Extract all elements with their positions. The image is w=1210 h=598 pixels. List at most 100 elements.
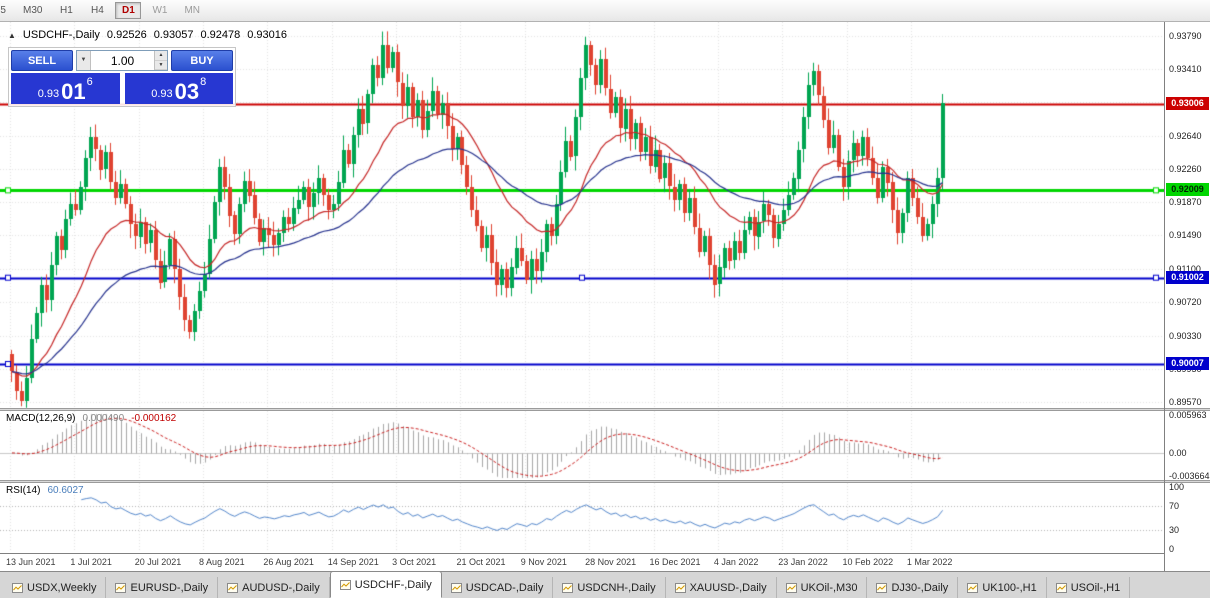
chart-tab-icon	[674, 582, 686, 593]
ask-major-digits: 0.93	[151, 88, 173, 100]
rsi-axis-label: 100	[1169, 482, 1185, 492]
time-axis-label: 28 Nov 2021	[585, 557, 637, 567]
chart-tabs-bar: USDX,Weekly EURUSD-,Daily AUDUSD-,Daily USD…	[0, 571, 1210, 598]
time-axis-label: 4 Jan 2022	[713, 557, 759, 567]
chart-tab-label: USDCAD-,Daily	[465, 581, 544, 594]
chart-tab-label: AUDUSD-,Daily	[242, 581, 320, 594]
volume-increase-button[interactable]: ▲	[155, 51, 167, 61]
bid-major-digits: 0.93	[37, 88, 60, 100]
chart-tab-eurusd-daily[interactable]: EURUSD-,Daily	[106, 577, 219, 598]
pane-divider-macd[interactable]	[0, 408, 1164, 411]
time-axis-label: 21 Oct 2021	[456, 557, 506, 567]
timeframe-button-mn[interactable]: MN	[178, 2, 206, 19]
time-axis-label: 8 Aug 2021	[199, 557, 245, 567]
price-axis-label: 0.93410	[1169, 63, 1202, 74]
price-chart-canvas[interactable]	[0, 22, 1164, 553]
chart-tab-icon	[785, 582, 797, 593]
chart-tab-icon	[967, 582, 979, 593]
time-axis-label: 9 Nov 2021	[520, 557, 567, 567]
price-level-badge: 0.93006	[1166, 96, 1209, 110]
volume-dropdown-icon[interactable]: ▼	[77, 51, 91, 70]
macd-axis-label: 0.005963	[1169, 410, 1207, 421]
chart-tab-icon	[1055, 582, 1067, 593]
price-axis-label: 0.93790	[1169, 30, 1202, 41]
chart-tab-icon	[115, 582, 127, 593]
ask-pip-digits: 03	[174, 79, 200, 104]
rsi-value: 60.6027	[47, 485, 84, 496]
chart-tab-uk100-h1[interactable]: UK100-,H1	[958, 577, 1047, 598]
time-axis-label: 16 Dec 2021	[649, 557, 701, 567]
bar-high-value: 0.93057	[153, 29, 194, 41]
chart-window: ▲ USDCHF-,Daily 0.92526 0.93057 0.92478 …	[0, 22, 1164, 571]
volume-decrease-button[interactable]: ▼	[155, 60, 167, 70]
price-axis-label: 0.91100	[1169, 264, 1201, 275]
chart-tab-label: EURUSD-,Daily	[130, 581, 209, 594]
chart-tab-usdcnh-daily[interactable]: USDCNH-,Daily	[553, 577, 666, 598]
pane-divider-rsi[interactable]	[0, 480, 1164, 483]
price-axis-label: 0.92640	[1169, 130, 1202, 141]
chart-tab-icon	[12, 582, 23, 593]
chart-tab-label: UK100-,H1	[982, 581, 1037, 594]
chart-tab-ukoil-m30[interactable]: UKOil-,M30	[777, 577, 868, 598]
rsi-axis-label: 0	[1169, 544, 1175, 554]
chart-tab-label: USDCHF-,Daily	[354, 578, 432, 591]
chart-symbol-period: USDCHF-,Daily	[22, 29, 100, 41]
price-axis-label: 0.89570	[1169, 396, 1202, 407]
time-axis-label: 10 Feb 2022	[842, 557, 894, 567]
chart-tab-label: XAUUSD-,Daily	[689, 581, 767, 594]
macd-axis-label: -0.003664	[1169, 470, 1210, 481]
bid-point-digit: 6	[86, 76, 93, 88]
timeframe-button-w1[interactable]: W1	[146, 2, 173, 19]
chart-tab-usdx-weekly[interactable]: USDX,Weekly	[3, 577, 107, 598]
time-axis-label: 14 Sep 2021	[327, 557, 379, 567]
chart-tab-icon	[562, 582, 574, 593]
pane-divider-extension	[1165, 480, 1210, 483]
chart-tab-label: USDX,Weekly	[27, 581, 97, 594]
bid-price[interactable]: 0.93 01 6	[11, 73, 120, 104]
time-axis-label: 23 Jan 2022	[778, 557, 828, 567]
sell-button[interactable]: SELL	[11, 50, 73, 71]
price-axis-label: 0.92260	[1169, 163, 1202, 174]
volume-field: ▼ ▲ ▼	[76, 50, 168, 71]
timeframe-button-d1[interactable]: D1	[115, 2, 142, 19]
price-level-badge: 0.92009	[1166, 183, 1209, 197]
chart-tab-label: DJ30-,Daily	[891, 581, 949, 594]
macd-main-value: 0.000490	[82, 413, 125, 424]
chart-tab-xauusd-daily[interactable]: XAUUSD-,Daily	[666, 577, 777, 598]
timeframe-button-h4[interactable]: H4	[84, 2, 110, 19]
chart-tab-usdcad-daily[interactable]: USDCAD-,Daily	[442, 577, 554, 598]
chart-tab-icon	[339, 579, 351, 590]
bid-pip-digits: 01	[61, 79, 86, 104]
bar-close-value: 0.93016	[247, 29, 287, 41]
chart-tab-usoil-h1[interactable]: USOil-,H1	[1047, 577, 1131, 598]
price-level-badge: 0.91002	[1166, 270, 1209, 284]
price-axis-label: 0.90720	[1169, 297, 1202, 308]
price-axis-label: 0.91870	[1169, 197, 1202, 208]
chart-title: ▲ USDCHF-,Daily 0.92526 0.93057 0.92478 …	[8, 29, 287, 41]
buy-button[interactable]: BUY	[171, 50, 233, 71]
chart-tab-label: UKOil-,M30	[800, 581, 858, 594]
volume-input[interactable]	[91, 51, 154, 70]
chart-tab-dj30-daily[interactable]: DJ30-,Daily	[867, 577, 959, 598]
price-axis-label: 0.90330	[1169, 331, 1202, 341]
ask-point-digit: 8	[200, 76, 207, 88]
timeframe-button-m5[interactable]: M5	[0, 2, 12, 19]
bar-low-value: 0.92478	[200, 29, 241, 41]
ask-price[interactable]: 0.93 03 8	[124, 73, 233, 104]
time-axis-label: 1 Jul 2021	[70, 557, 112, 567]
chart-tab-icon	[876, 582, 888, 593]
time-axis-label: 3 Oct 2021	[392, 557, 437, 567]
pane-divider-extension	[1165, 408, 1210, 411]
timeframe-button-m30[interactable]: M30	[17, 2, 48, 19]
collapse-panel-icon[interactable]: ▲	[8, 30, 16, 40]
chart-tab-icon	[450, 582, 462, 593]
time-axis-label: 13 Jun 2021	[6, 557, 56, 567]
price-axis[interactable]: 0.937900.934100.930300.926400.922600.918…	[1164, 22, 1210, 571]
chart-tab-audusd-daily[interactable]: AUDUSD-,Daily	[218, 577, 330, 598]
chart-tab-icon	[227, 582, 239, 593]
chart-tab-usdchf-daily[interactable]: USDCHF-,Daily	[329, 571, 442, 598]
timeframe-button-h1[interactable]: H1	[53, 2, 79, 19]
time-axis[interactable]: 13 Jun 2021 1 Jul 2021 20 Jul 2021 8 Aug 20…	[0, 553, 1164, 571]
